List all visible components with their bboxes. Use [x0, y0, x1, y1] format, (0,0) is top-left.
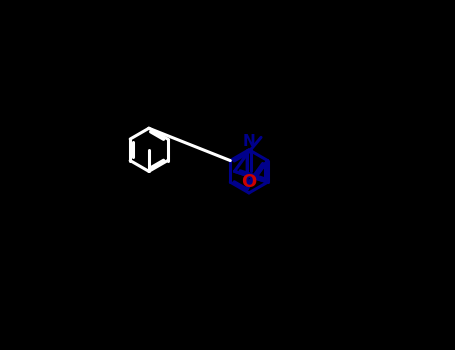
- Text: O: O: [241, 173, 257, 191]
- Text: N: N: [243, 134, 255, 149]
